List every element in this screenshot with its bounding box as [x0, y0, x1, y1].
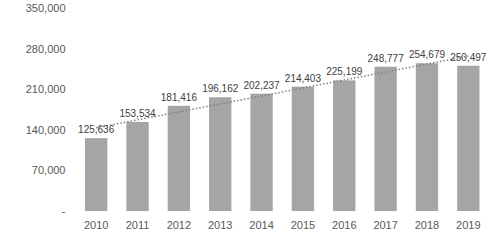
y-tick-label: 140,000 [26, 124, 66, 136]
bars [85, 56, 479, 211]
y-tick-label: 70,000 [32, 164, 66, 176]
data-label: 196,162 [202, 83, 239, 94]
x-tick-label: 2017 [373, 219, 397, 231]
data-label: 254,679 [409, 49, 446, 60]
data-label: 248,777 [368, 53, 405, 64]
data-label: 181,416 [161, 92, 198, 103]
x-tick-label: 2014 [249, 219, 273, 231]
data-label: 250,497 [450, 52, 487, 63]
x-tick-label: 2018 [415, 219, 439, 231]
y-tick-label: - [62, 205, 66, 217]
bar [292, 87, 314, 211]
bar [457, 66, 479, 211]
y-tick-label: 210,000 [26, 83, 66, 95]
x-tick-label: 2012 [167, 219, 191, 231]
x-tick-label: 2015 [291, 219, 315, 231]
x-tick-label: 2013 [208, 219, 232, 231]
x-tick-label: 2019 [456, 219, 480, 231]
bar [416, 63, 438, 211]
bar [168, 106, 190, 211]
y-tick-label: 350,000 [26, 2, 66, 14]
bar [333, 80, 355, 211]
data-label: 125,636 [78, 124, 115, 135]
chart: - 70,000 140,000 210,000 280,000 350,000 125,6… [0, 0, 500, 234]
bar [374, 67, 396, 211]
data-label: 225,199 [326, 66, 363, 77]
x-tick-label: 2016 [332, 219, 356, 231]
data-label: 202,237 [243, 80, 280, 91]
bar [250, 94, 272, 211]
x-tick-label: 2011 [126, 219, 150, 231]
data-label: 153,534 [119, 108, 156, 119]
bar [85, 138, 107, 211]
y-tick-label: 280,000 [26, 43, 66, 55]
data-label: 214,403 [285, 73, 322, 84]
x-tick-label: 2010 [84, 219, 108, 231]
trend-line [96, 56, 468, 128]
bar [126, 122, 148, 211]
bar [209, 97, 231, 211]
